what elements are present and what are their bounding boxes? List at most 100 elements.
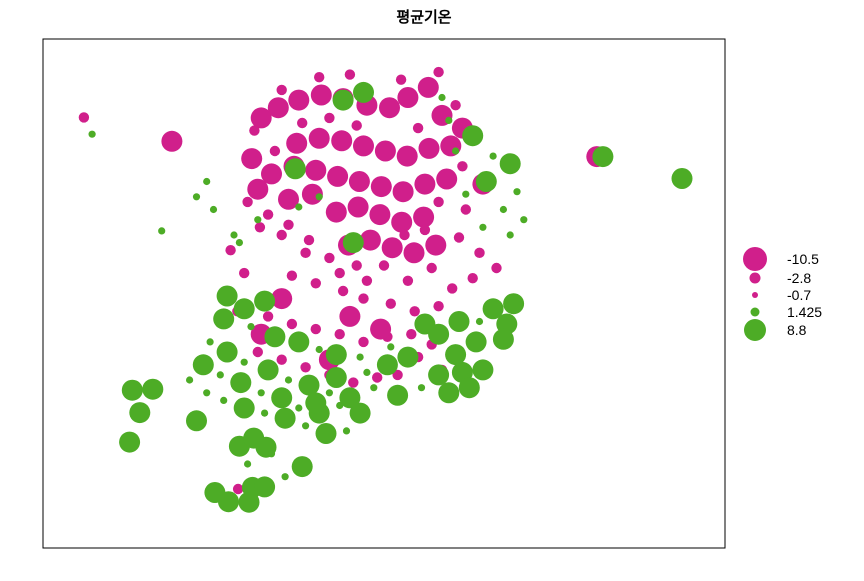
- data-point: [249, 125, 260, 136]
- data-point: [129, 402, 151, 424]
- data-point: [370, 318, 392, 340]
- data-point: [213, 308, 235, 330]
- data-point: [232, 483, 244, 495]
- data-point: [247, 323, 255, 331]
- data-point: [225, 245, 236, 256]
- legend-marker: [750, 307, 760, 317]
- data-point: [396, 145, 418, 167]
- data-point: [119, 431, 141, 453]
- data-point: [254, 216, 262, 224]
- legend-marker: [752, 292, 758, 298]
- data-point: [247, 178, 269, 200]
- data-point: [288, 89, 310, 111]
- data-point: [310, 278, 321, 289]
- data-point: [428, 364, 450, 386]
- data-point: [142, 378, 164, 400]
- data-point: [351, 260, 362, 271]
- data-point: [305, 159, 327, 181]
- legend-label: -2.8: [787, 270, 811, 286]
- data-point: [286, 318, 298, 330]
- data-point: [387, 343, 395, 351]
- data-point: [453, 232, 465, 243]
- data-point: [492, 328, 514, 350]
- data-point: [520, 216, 528, 224]
- data-point: [209, 205, 218, 214]
- data-point: [257, 389, 265, 397]
- data-point: [353, 135, 374, 157]
- data-point: [295, 404, 303, 412]
- data-point: [414, 173, 436, 195]
- data-point: [315, 345, 323, 354]
- legend: -10.5 -2.8-0.71.425 8.8: [743, 247, 822, 341]
- data-point: [467, 273, 478, 284]
- data-point: [192, 193, 201, 201]
- data-point: [503, 293, 525, 315]
- data-point: [358, 336, 369, 348]
- data-point: [433, 301, 444, 312]
- data-point: [331, 130, 353, 152]
- data-point: [284, 158, 306, 180]
- data-point: [230, 231, 238, 239]
- legend-label: -0.7: [787, 287, 811, 303]
- data-point: [417, 76, 439, 98]
- data-point: [392, 181, 414, 203]
- data-point: [327, 165, 349, 187]
- data-point: [235, 239, 243, 247]
- data-point: [324, 112, 335, 124]
- data-point: [372, 372, 383, 383]
- data-point: [445, 116, 453, 124]
- data-point: [240, 358, 248, 366]
- data-point: [186, 376, 194, 384]
- data-point: [233, 397, 255, 419]
- data-point: [592, 146, 614, 168]
- data-point: [303, 234, 315, 246]
- data-point: [88, 130, 96, 138]
- data-point: [257, 359, 279, 381]
- legend-marker: [743, 247, 767, 271]
- data-point: [418, 137, 440, 159]
- data-point: [192, 354, 214, 376]
- data-point: [417, 384, 426, 392]
- data-point: [448, 311, 470, 332]
- data-point: [286, 270, 298, 281]
- plot-frame: [42, 38, 726, 549]
- data-point: [283, 219, 294, 230]
- data-point: [447, 283, 458, 294]
- data-point: [314, 72, 325, 83]
- data-point: [158, 227, 166, 235]
- data-point: [348, 171, 370, 192]
- data-point: [274, 407, 296, 429]
- data-point: [242, 196, 253, 208]
- data-point: [244, 460, 252, 468]
- data-point: [369, 204, 391, 226]
- data-point: [315, 193, 323, 201]
- data-point: [262, 311, 274, 322]
- data-point: [298, 374, 320, 396]
- data-point: [445, 344, 467, 366]
- data-point: [426, 262, 437, 274]
- data-point: [409, 306, 420, 317]
- data-point: [359, 229, 381, 251]
- data-point: [370, 176, 392, 198]
- data-point: [358, 293, 369, 304]
- data-point: [276, 354, 287, 365]
- data-point: [295, 203, 303, 211]
- data-point: [361, 275, 373, 286]
- data-point: [370, 384, 378, 392]
- data-point: [325, 367, 347, 388]
- data-point: [216, 341, 238, 363]
- data-point: [271, 288, 293, 310]
- data-point: [325, 201, 347, 223]
- data-point: [334, 267, 345, 279]
- data-point: [262, 209, 274, 220]
- data-point: [402, 275, 414, 286]
- data-point: [254, 222, 266, 233]
- data-point: [462, 125, 484, 147]
- data-point: [254, 290, 276, 312]
- data-point: [284, 376, 293, 384]
- data-point: [286, 132, 308, 154]
- data-point: [310, 84, 332, 106]
- data-point: [433, 66, 444, 78]
- data-point: [297, 117, 308, 129]
- data-point: [310, 323, 321, 335]
